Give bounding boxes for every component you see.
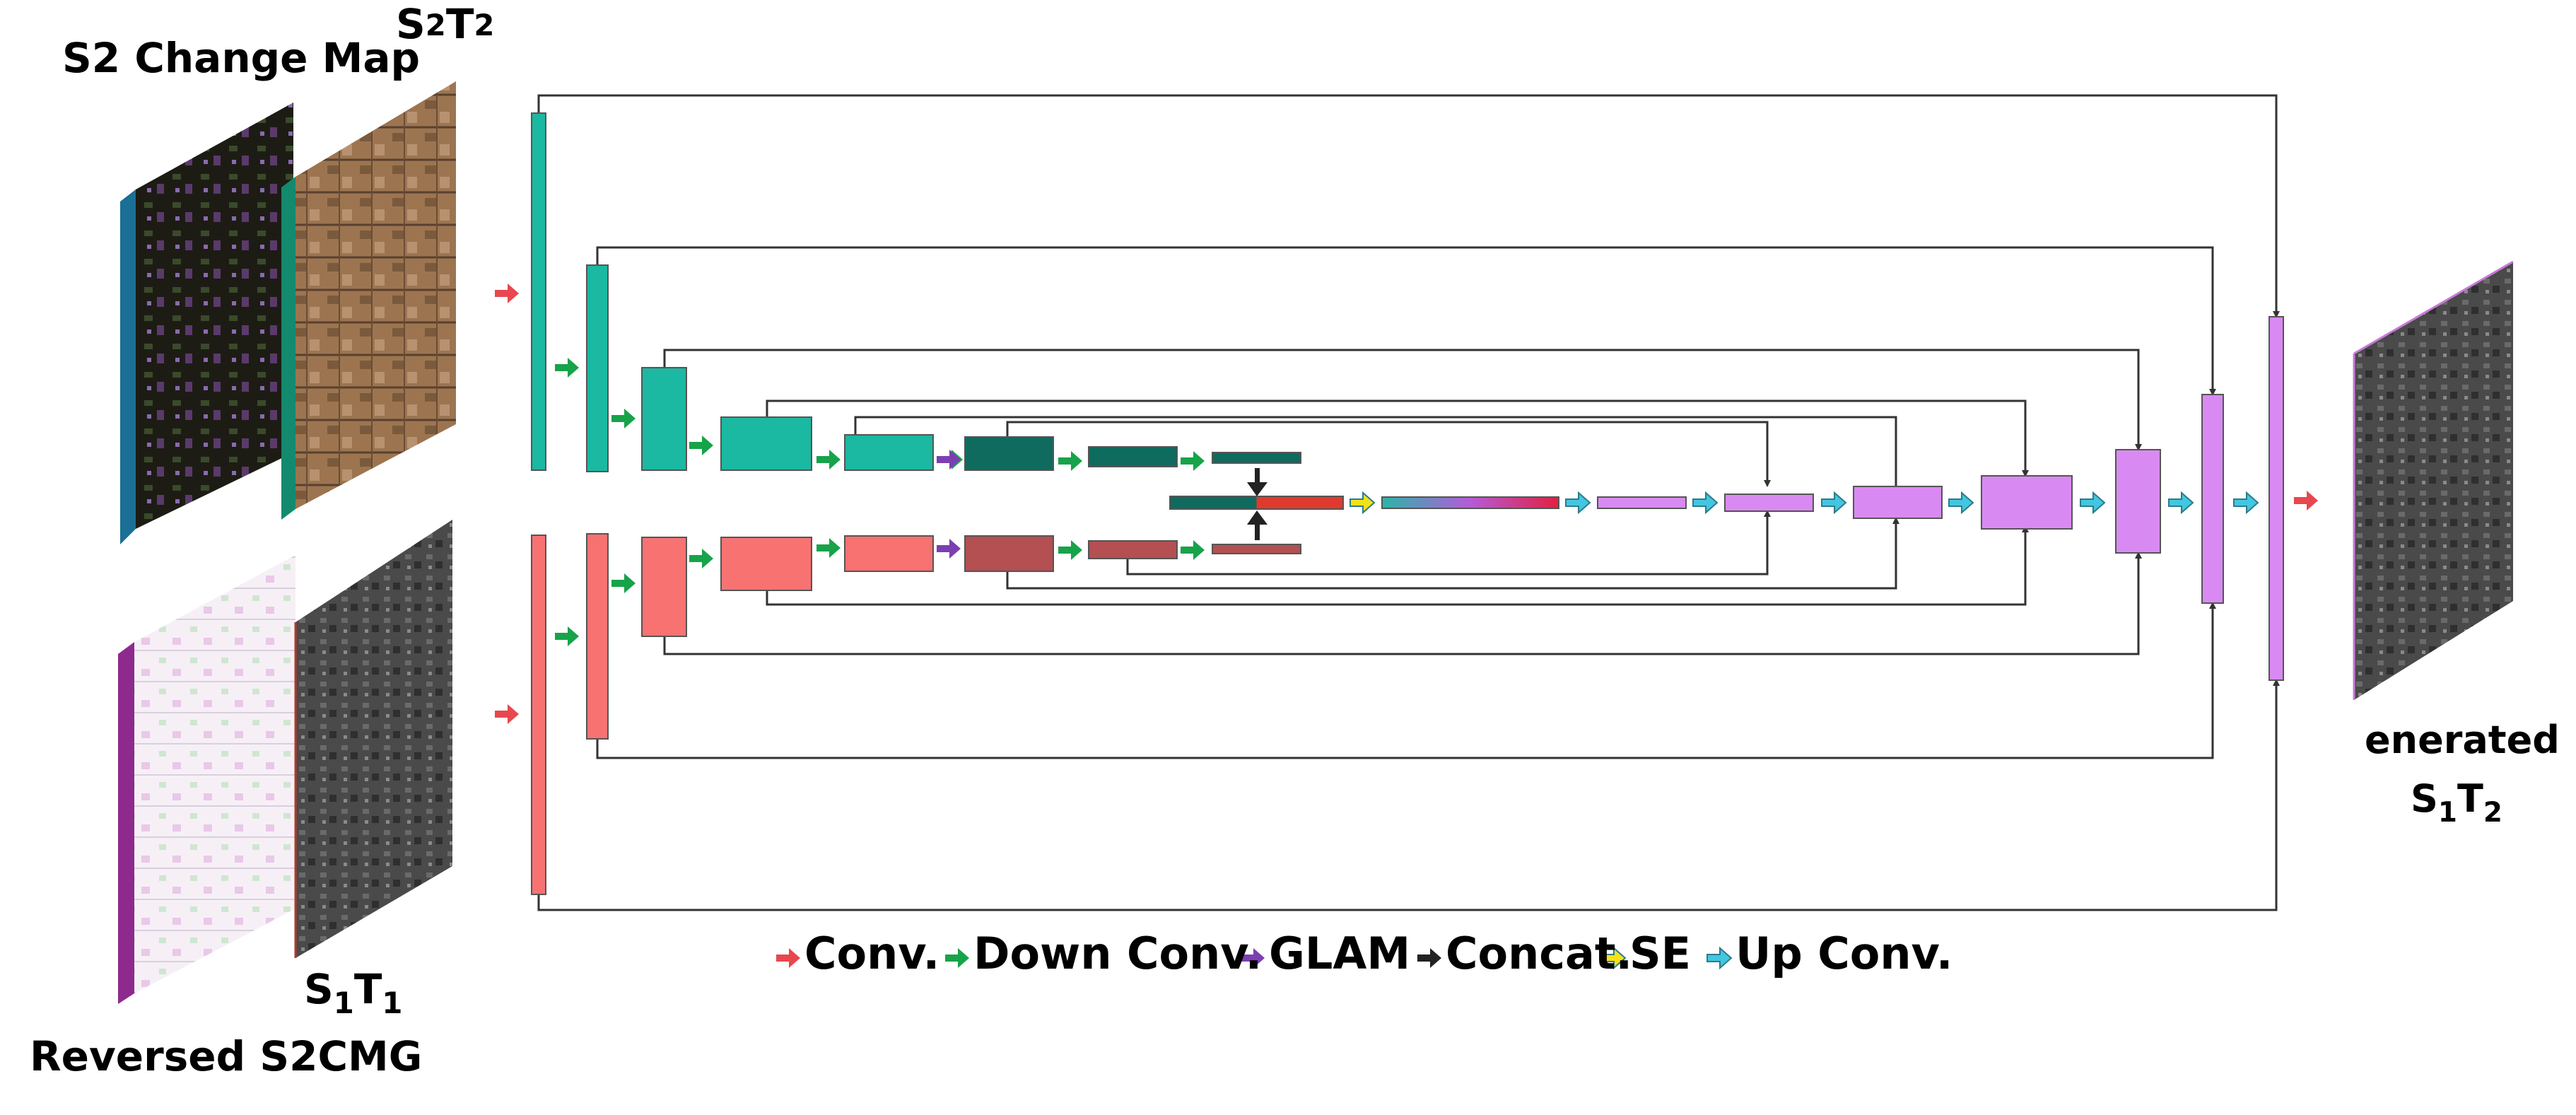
legend-se: SE (1629, 928, 1692, 979)
enc-top-block-2 (586, 264, 609, 472)
enc-top-block-4 (720, 416, 812, 471)
enc-top-block-8 (1212, 452, 1301, 464)
output-image-s1t2 (2353, 260, 2514, 700)
se-arrow (1350, 491, 1376, 515)
down-conv-arrow (1058, 451, 1082, 471)
down-conv-arrow (689, 436, 713, 455)
label-s2-change-map: S2 Change Map (62, 34, 421, 82)
input-image-s2-change-map (120, 103, 293, 544)
fusion-bar (1169, 496, 1344, 510)
down-conv-arrow (816, 538, 841, 558)
label-s1t1: S1T1 (304, 965, 403, 1020)
enc-bot-block-2 (586, 533, 609, 740)
up-conv-arrow (2233, 491, 2259, 515)
enc-top-block-6 (964, 436, 1054, 471)
legend-glam: GLAM (1269, 928, 1411, 979)
enc-bot-block-7 (1088, 540, 1178, 559)
label-s1t2: S1T2 (2411, 776, 2502, 829)
down-conv-arrow (555, 626, 579, 646)
label-s2t2: S2T2 (396, 0, 495, 48)
down-conv-arrow (611, 573, 636, 593)
up-conv-arrow (2080, 491, 2106, 515)
legend-se-arrow (1600, 946, 1627, 970)
concat-arrows (1247, 468, 1267, 540)
input-image-s1t1 (294, 520, 452, 958)
dec-block-4 (1981, 475, 2073, 530)
se-bar (1381, 496, 1559, 509)
enc-bot-block-5 (844, 535, 934, 572)
legend-conv-arrow (776, 948, 800, 968)
down-conv-arrow (816, 450, 841, 469)
encoder-bottom (531, 533, 1301, 895)
down-conv-arrow (1181, 540, 1205, 560)
legend-down-conv: Down Conv. (973, 928, 1263, 979)
enc-top-block-7 (1088, 446, 1178, 467)
legend-glam-arrow (1241, 948, 1265, 968)
enc-top-block-3 (641, 367, 687, 471)
enc-bot-block-8 (1212, 544, 1301, 554)
up-conv-arrow (1565, 491, 1591, 515)
enc-bot-block-1 (531, 535, 546, 895)
up-conv-arrow (1821, 491, 1847, 515)
down-conv-arrow (1181, 451, 1205, 471)
enc-bot-block-6 (964, 535, 1054, 572)
conv-arrow (495, 704, 519, 724)
decoder (1597, 316, 2284, 681)
down-conv-arrow (555, 358, 579, 378)
legend-concat: Concat. (1446, 928, 1633, 979)
input-image-reversed-s2cmg (118, 555, 295, 1004)
dec-block-2 (1724, 494, 1814, 512)
legend-up-conv: Up Conv. (1735, 928, 1953, 979)
enc-top-block-5 (844, 434, 934, 471)
up-conv-arrow (2168, 491, 2194, 515)
glam-arrow (937, 450, 961, 469)
down-conv-arrow (1058, 540, 1082, 560)
dec-block-1 (1597, 496, 1687, 509)
enc-bot-block-3 (641, 537, 687, 637)
legend-concat-arrow (1417, 948, 1441, 968)
label-generated: enerated (2365, 718, 2560, 762)
input-image-s2t2 (281, 81, 456, 520)
glam-arrow (937, 539, 961, 559)
up-conv-arrow (1948, 491, 1974, 515)
conv-arrow (495, 284, 519, 303)
up-conv-arrow (1692, 491, 1719, 515)
skip-connections (537, 94, 2280, 911)
legend-arrows (776, 946, 1733, 970)
encoder-top (531, 112, 1301, 472)
enc-bot-block-4 (720, 537, 812, 591)
down-conv-arrow (689, 549, 713, 568)
dec-block-7 (2268, 316, 2284, 681)
enc-top-block-1 (531, 112, 546, 471)
legend-up-arrow (1706, 946, 1733, 970)
dec-block-6 (2201, 394, 2224, 604)
conv-arrow (2294, 491, 2318, 510)
flow-arrows (495, 284, 2318, 724)
dec-block-3 (1853, 486, 1943, 519)
dec-block-5 (2115, 449, 2161, 554)
bottleneck (1169, 496, 1559, 510)
label-reversed-s2cmg: Reversed S2CMG (30, 1032, 423, 1080)
legend-conv: Conv. (804, 928, 940, 979)
legend-down-arrow (945, 948, 969, 968)
down-conv-arrow (611, 409, 636, 428)
